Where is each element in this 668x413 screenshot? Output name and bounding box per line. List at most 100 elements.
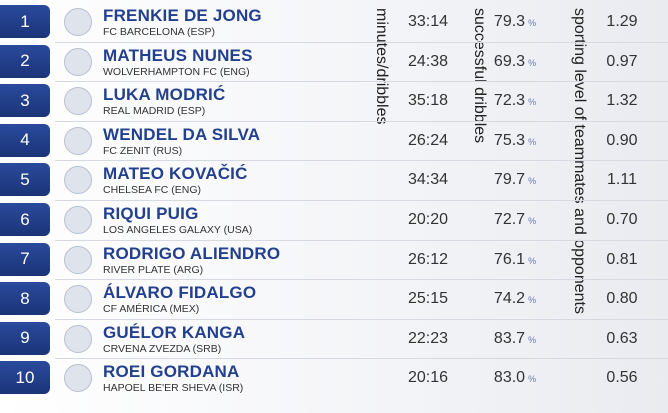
player-name: RODRIGO ALIENDRO [103,243,281,263]
success-rate: 83.7% [480,330,550,348]
player-name: RIQUI PUIG [103,204,199,223]
club-logo [64,166,92,195]
success-value: 76.1 [493,250,526,268]
player-name: FRENKIE DE JONG [103,6,262,25]
minutes-per-dribble: 35:18 [407,92,449,110]
success-rate: 76.1% [480,251,550,269]
success-value: 79.7 [493,171,526,189]
sporting-level: 1.11 [607,171,637,189]
sporting-level: 0.97 [606,52,638,70]
rank-badge: 4 [0,123,50,157]
club-name: RIVER PLATE (ARG) [103,263,204,276]
club-logo [64,245,92,274]
minutes-per-dribble: 24:38 [407,52,449,70]
rank-badge: 2 [0,44,50,78]
player-name: LUKA MODRIĆ [103,85,226,105]
club-name: HAPOEL BE'ER SHEVA (ISR) [103,382,244,395]
row-separator [55,318,668,320]
success-rate: 74.2% [480,290,550,308]
player-name: MATEO KOVAČIĆ [103,164,248,184]
club-name: FC ZENIT (RUS) [103,144,183,157]
club-name: WOLVERHAMPTON FC (ENG) [103,65,250,78]
success-rate: 83.0% [480,369,550,387]
row-separator [55,81,668,83]
club-logo [64,47,92,76]
minutes-per-dribble: 26:12 [407,250,449,268]
sporting-level: 0.56 [606,369,638,387]
club-logo [64,126,92,155]
success-rate: 69.3% [480,53,550,71]
player-name: MATHEUS NUNES [103,45,253,65]
rank-badge: 7 [0,242,50,276]
club-logo [64,8,92,36]
sporting-level: 1.32 [606,92,638,110]
club-name: CHELSEA FC (ENG) [103,184,202,197]
rank-badge: 3 [0,84,50,118]
success-unit: % [528,255,537,266]
minutes-per-dribble: 25:15 [407,290,449,308]
minutes-per-dribble: 34:34 [407,171,449,189]
success-rate: 79.7% [480,171,550,189]
club-logo [64,285,92,314]
success-value: 74.2 [493,290,526,308]
sporting-level: 0.63 [606,329,638,347]
row-separator [55,239,668,241]
success-unit: % [528,374,537,385]
minutes-per-dribble: 22:23 [407,329,449,347]
player-name: ÁLVARO FIDALGO [103,283,257,303]
success-unit: % [528,18,537,28]
sporting-level: 0.81 [606,250,638,268]
rank-badge: 9 [0,321,50,355]
sporting-level: 1.29 [606,13,638,30]
success-rate: 72.7% [480,211,550,229]
success-rate: 72.3% [480,92,550,110]
row-separator [55,358,668,360]
row-separator [55,200,668,201]
minutes-per-dribble: 20:16 [407,369,449,387]
club-name: CF AMÉRICA (MEX) [103,303,200,316]
rank-badge: 8 [0,282,50,316]
club-name: REAL MADRID (ESP) [103,105,206,118]
player-name: WENDEL DA SILVA [103,124,261,144]
player-name: GUÉLOR KANGA [103,322,246,342]
success-value: 79.3 [493,13,526,30]
column-header: minutes/dribbles [373,8,390,125]
success-unit: % [528,97,537,108]
success-value: 83.7 [493,329,526,347]
rank-badge: 10 [0,361,50,395]
success-unit: % [528,334,537,345]
club-name: LOS ANGELES GALAXY (USA) [103,224,253,236]
sporting-level: 0.70 [606,211,638,228]
row-separator [55,160,668,162]
row-separator [55,279,668,281]
player-name: ROEI GORDANA [103,362,240,382]
success-unit: % [528,295,537,306]
club-logo [64,364,92,393]
club-logo [64,206,92,234]
minutes-per-dribble: 33:14 [407,13,449,30]
minutes-per-dribble: 26:24 [407,131,449,149]
minutes-per-dribble: 20:20 [407,211,449,228]
success-unit: % [528,216,537,226]
success-rate: 75.3% [480,132,550,150]
success-unit: % [528,176,537,187]
success-rate: 79.3% [480,13,550,31]
success-unit: % [528,136,537,147]
club-logo [64,87,92,116]
success-unit: % [528,57,537,68]
success-value: 69.3 [493,52,526,70]
rank-badge: 6 [0,203,50,236]
club-name: CRVENA ZVEZDA (SRB) [103,342,222,355]
success-value: 72.7 [493,211,526,228]
rank-badge: 1 [0,5,50,38]
success-value: 83.0 [493,369,526,387]
rank-badge: 5 [0,163,50,197]
sporting-level: 0.90 [606,131,638,149]
row-separator [55,120,668,122]
club-logo [64,324,92,353]
sporting-level: 0.80 [606,290,638,308]
success-value: 75.3 [493,131,526,149]
row-separator [55,41,668,43]
success-value: 72.3 [493,92,526,110]
